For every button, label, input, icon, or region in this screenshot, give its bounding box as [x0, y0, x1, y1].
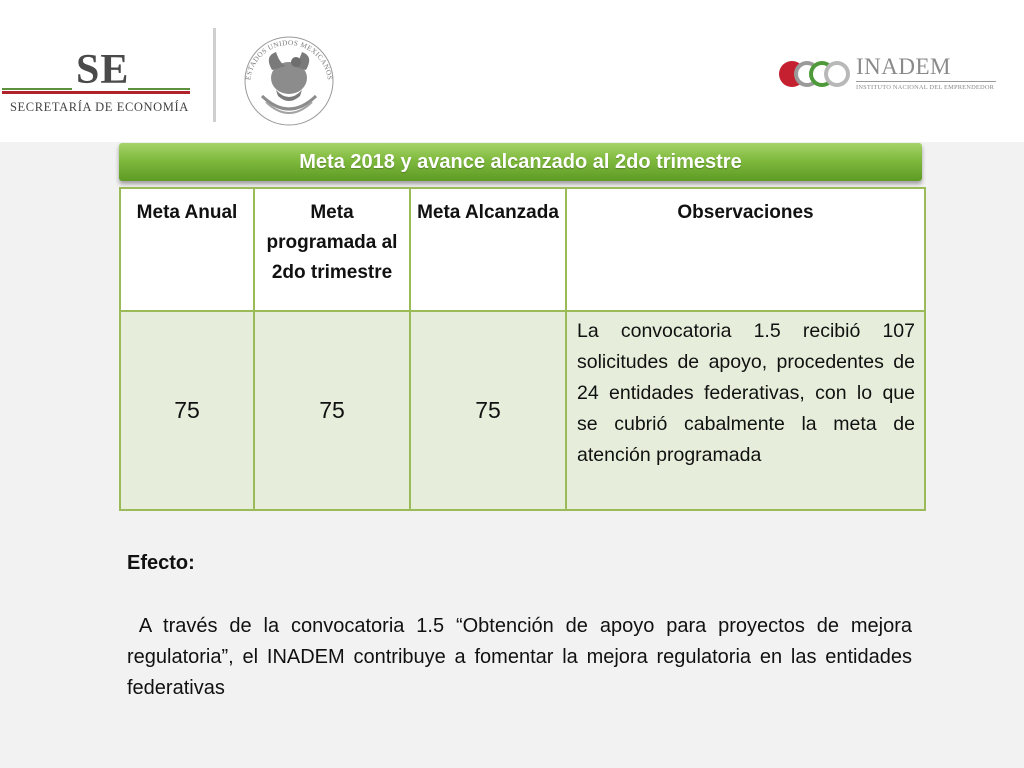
header-divider [213, 28, 216, 122]
inadem-logo: INADEM INSTITUTO NACIONAL DEL EMPRENDEDO… [776, 54, 1006, 94]
cell-meta-alcanzada: 75 [409, 310, 567, 511]
header-observaciones: Observaciones [565, 187, 926, 312]
inadem-circles-icon [779, 61, 850, 87]
meta-table: Meta Anual Meta programada al 2do trimes… [119, 187, 926, 511]
header-meta-programada: Meta programada al 2do trimestre [253, 187, 411, 312]
se-red-line [2, 91, 190, 94]
se-green-line-left [2, 88, 72, 90]
se-logo: SE SECRETARÍA DE ECONOMÍA [0, 40, 200, 120]
header-bar: SE SECRETARÍA DE ECONOMÍA ESTADOS UNIDOS… [0, 0, 1024, 142]
efecto-heading: Efecto: [127, 552, 195, 574]
table-row: 75 75 75 La convocatoria 1.5 recibió 107… [119, 310, 926, 511]
se-logo-name: SECRETARÍA DE ECONOMÍA [10, 100, 189, 114]
header-meta-anual: Meta Anual [119, 187, 255, 312]
se-green-line-right [128, 88, 190, 90]
section-title: Meta 2018 y avance alcanzado al 2do trim… [299, 150, 742, 173]
section-title-banner: Meta 2018 y avance alcanzado al 2do trim… [119, 143, 922, 181]
se-logo-abbr: SE [76, 47, 130, 93]
cell-meta-programada: 75 [253, 310, 411, 511]
efecto-paragraph: A través de la convocatoria 1.5 “Obtenci… [127, 615, 918, 699]
cell-meta-anual: 75 [119, 310, 255, 511]
national-seal-icon: ESTADOS UNIDOS MEXICANOS [244, 36, 334, 126]
inadem-logo-name: INADEM [856, 54, 951, 79]
table-header-row: Meta Anual Meta programada al 2do trimes… [119, 187, 926, 312]
header-meta-alcanzada: Meta Alcanzada [409, 187, 567, 312]
inadem-logo-subtitle: INSTITUTO NACIONAL DEL EMPRENDEDOR [856, 84, 995, 91]
cell-observaciones: La convocatoria 1.5 recibió 107 solicitu… [565, 310, 926, 511]
inadem-logo-rule [856, 81, 996, 82]
